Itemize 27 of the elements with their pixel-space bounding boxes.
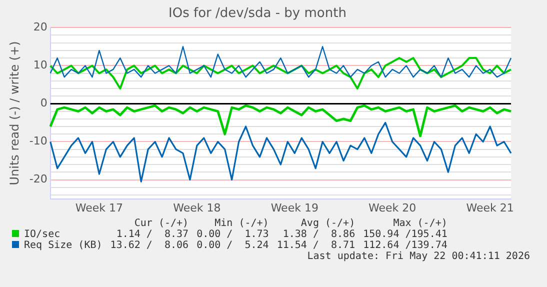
text: Cur (-/+): [133, 218, 190, 229]
text: 112.64 /139.74: [362, 240, 448, 251]
legend-label: IO/sec: [24, 229, 60, 240]
text: 1.14 / 8.37: [115, 229, 190, 240]
y-tick-label: -10: [29, 134, 48, 148]
chart-title: IOs for /dev/sda - by month: [168, 6, 346, 22]
legend-label: Req Size (KB): [24, 240, 102, 251]
y-axis-title: Units read (-) / write (+): [7, 41, 22, 186]
text: Last update: Fri May 22 00:41:11 2026: [306, 251, 530, 262]
text: Avg (-/+): [300, 218, 356, 229]
text: 1.38 / 8.86: [282, 229, 356, 240]
text: 13.62 / 8.06: [109, 240, 190, 251]
text: Max (-/+): [392, 218, 448, 229]
text: Min (-/+): [214, 218, 270, 229]
y-tick-label: 10: [33, 58, 48, 72]
text: 0.00 / 5.24: [196, 240, 270, 251]
y-tick-label: -20: [29, 172, 48, 186]
text: 11.54 / 8.71: [276, 240, 356, 251]
text: 0.00 / 1.73: [196, 229, 270, 240]
x-tick-label: Week 18: [173, 201, 221, 214]
text: 150.94 /195.41: [362, 229, 448, 240]
x-tick-label: Week 21: [466, 201, 514, 214]
y-tick-label: 20: [33, 20, 48, 34]
y-tick-label: 0: [40, 96, 48, 110]
x-tick-label: Week 19: [270, 201, 318, 214]
x-tick-label: Week 17: [75, 201, 124, 214]
x-tick-label: Week 20: [368, 201, 416, 214]
